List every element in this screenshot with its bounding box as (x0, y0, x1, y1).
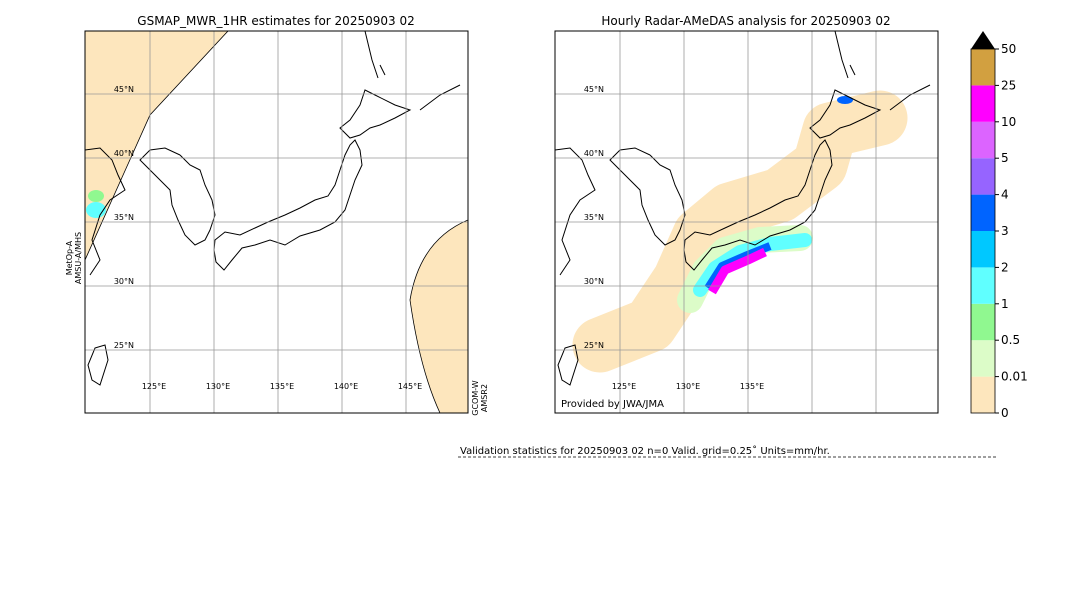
lon-label: 125°E (142, 382, 166, 391)
sensor-label: AMSR2 (480, 384, 489, 412)
colorbar-segment (971, 158, 995, 195)
colorbar-label: 0.01 (1001, 370, 1028, 384)
footer: Validation statistics for 20250903 02 n=… (460, 445, 830, 457)
lat-label: 45°N (114, 85, 134, 94)
colorbar-segment (971, 231, 995, 268)
colorbar-segment (971, 121, 995, 159)
precip-area (708, 247, 767, 295)
left-map (84, 30, 469, 414)
lat-label: 35°N (114, 213, 134, 222)
colorbar-label: 3 (1001, 224, 1009, 238)
precip-area (409, 219, 468, 413)
colorbar-segment (971, 49, 995, 86)
lon-label: 130°E (676, 382, 700, 391)
credit: Provided by JWA/JMA (561, 399, 664, 410)
lon-label: 145°E (398, 382, 422, 391)
colorbar-label: 4 (1001, 188, 1009, 202)
lat-label: 40°N (114, 149, 134, 158)
sensor-label: GCOM-W (471, 380, 480, 416)
lat-label: 45°N (584, 85, 604, 94)
colorbar-segment (971, 267, 995, 304)
colorbar-label: 0 (1001, 406, 1009, 420)
lon-label: 140°E (334, 382, 358, 391)
lon-label: 135°E (270, 382, 294, 391)
map-frame (84, 30, 469, 414)
lat-label: 25°N (584, 341, 604, 350)
sensor-label: AMSU-A/MHS (74, 232, 83, 284)
sensor-label: MetOp-A (65, 240, 74, 275)
colorbar-segment (971, 85, 995, 122)
colorbar-label: 2 (1001, 260, 1009, 274)
lon-label: 125°E (612, 382, 636, 391)
colorbar-segment (971, 194, 995, 231)
colorbar-segment (971, 340, 995, 377)
lat-label: 30°N (584, 277, 604, 286)
colorbar-label: 5 (1001, 151, 1009, 165)
precip-area (85, 31, 228, 260)
precip-area (572, 90, 908, 373)
map-frame (554, 30, 939, 414)
lat-label: 35°N (584, 213, 604, 222)
colorbar-segment (971, 303, 995, 341)
lat-label: 40°N (584, 149, 604, 158)
colorbar-label: 0.5 (1001, 333, 1020, 347)
map-title: GSMAP_MWR_1HR estimates for 20250903 02 (137, 14, 414, 28)
lon-label: 135°E (740, 382, 764, 391)
lat-label: 30°N (114, 277, 134, 286)
lat-label: 25°N (114, 341, 134, 350)
colorbar-extend (971, 31, 995, 49)
colorbar-label: 50 (1001, 42, 1016, 56)
precip-area (88, 190, 104, 202)
colorbar-label: 25 (1001, 78, 1016, 92)
map-title: Hourly Radar-AMeDAS analysis for 2025090… (601, 14, 890, 28)
colorbar-label: 10 (1001, 115, 1016, 129)
precip-area (693, 233, 812, 297)
right-map (554, 30, 939, 414)
swath-edge (85, 31, 229, 261)
precip-area (837, 96, 853, 104)
colorbar-segment (971, 376, 995, 413)
lon-label: 130°E (206, 382, 230, 391)
colorbar-label: 1 (1001, 297, 1009, 311)
